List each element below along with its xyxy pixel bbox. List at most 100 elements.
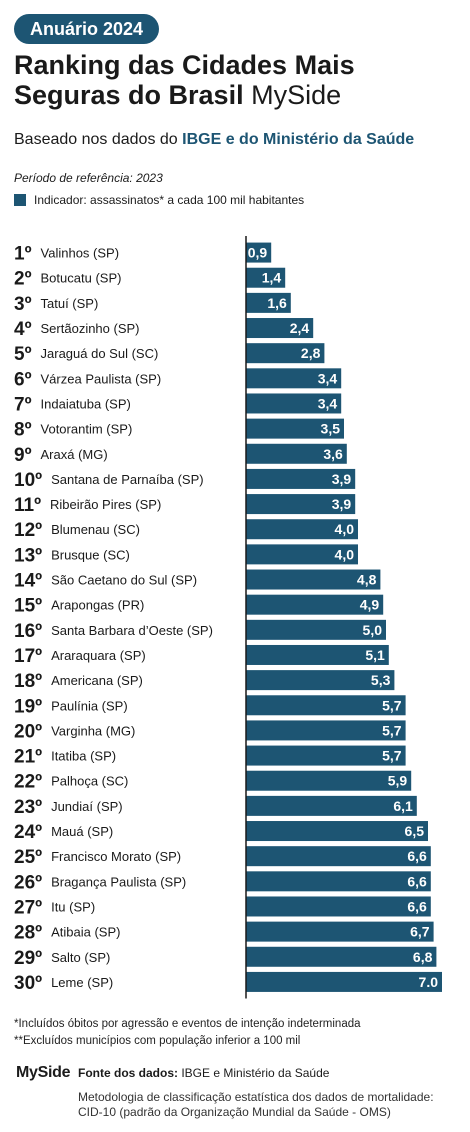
- rank-label: 11º: [14, 495, 41, 516]
- bar: [246, 519, 358, 540]
- rank-label: 28º: [14, 923, 42, 944]
- city-label: Santana de Parnaíba (SP): [51, 472, 204, 487]
- value-label: 3,4: [318, 395, 338, 411]
- ranking-bar-chart: 1º Valinhos (SP) 0,9 2º Botucatu (SP) 1,4 3º Ta…: [14, 236, 442, 999]
- bar: [246, 695, 406, 716]
- bar: [246, 770, 412, 791]
- rank-label: 27º: [14, 897, 42, 918]
- rank-label: 13º: [14, 545, 42, 566]
- rank-label: 22º: [14, 772, 42, 793]
- value-label: 3,4: [318, 370, 338, 386]
- bar: [246, 418, 344, 439]
- bar: [246, 343, 325, 364]
- value-label: 5,1: [365, 647, 385, 663]
- city-label: Arapongas (PR): [51, 598, 144, 613]
- title-line-1: Ranking das Cidades Mais: [14, 50, 355, 80]
- value-label: 4,0: [335, 521, 355, 537]
- city-label: Várzea Paulista (SP): [41, 371, 162, 386]
- value-label: 4,0: [335, 546, 355, 562]
- bar: [246, 594, 384, 615]
- rank-label: 20º: [14, 721, 42, 742]
- rank-label: 14º: [14, 571, 42, 592]
- rank-label: 2º: [14, 269, 32, 290]
- value-label: 4,8: [357, 572, 377, 588]
- bar: [246, 946, 437, 967]
- bar: [246, 318, 314, 339]
- subtitle-prefix: Baseado nos dados do: [14, 131, 183, 148]
- rank-label: 25º: [14, 847, 42, 868]
- bar: [246, 896, 431, 917]
- rank-label: 9º: [14, 445, 32, 466]
- subtitle: Baseado nos dados do IBGE e do Ministéri…: [14, 131, 414, 149]
- rank-label: 12º: [14, 520, 42, 541]
- city-label: Botucatu (SP): [41, 271, 122, 286]
- city-label: Valinhos (SP): [41, 246, 120, 261]
- footnote-1: *Incluídos óbitos por agressão e eventos…: [14, 1018, 361, 1030]
- value-label: 5,0: [363, 622, 383, 638]
- rank-label: 23º: [14, 797, 42, 818]
- value-label: 5,7: [382, 748, 402, 764]
- rank-label: 21º: [14, 747, 42, 768]
- bar: [246, 971, 442, 992]
- city-label: Santa Barbara d’Oeste (SP): [51, 623, 213, 638]
- bar: [246, 720, 406, 741]
- value-label: 5,3: [371, 672, 391, 688]
- rank-label: 18º: [14, 671, 42, 692]
- value-label: 6,8: [413, 949, 433, 965]
- value-label: 5,7: [382, 722, 402, 738]
- title-line-2: Seguras do Brasil MySide: [14, 80, 464, 110]
- city-label: Jaraguá do Sul (SC): [41, 346, 159, 361]
- value-label: 5,7: [382, 697, 402, 713]
- value-label: 6,6: [407, 898, 427, 914]
- legend-label: Indicador: assassinatos* a cada 100 mil …: [34, 193, 305, 207]
- bar: [246, 921, 434, 942]
- legend: Indicador: assassinatos* a cada 100 mil …: [14, 193, 304, 207]
- city-label: Araxá (MG): [41, 447, 108, 462]
- bar: [246, 821, 428, 842]
- value-label: 1,4: [262, 270, 282, 286]
- bar: [246, 393, 342, 414]
- value-label: 2,8: [301, 345, 321, 361]
- value-label: 3,5: [321, 421, 341, 437]
- rank-label: 5º: [14, 344, 32, 365]
- rank-label: 6º: [14, 369, 32, 390]
- value-label: 6,6: [407, 848, 427, 864]
- city-label: Votorantim (SP): [41, 422, 133, 437]
- value-label: 4,9: [360, 597, 380, 613]
- value-label: 1,6: [267, 295, 287, 311]
- rank-label: 10º: [14, 470, 42, 491]
- value-label: 6,5: [405, 823, 425, 839]
- bar: [246, 619, 386, 640]
- rank-label: 19º: [14, 696, 42, 717]
- value-label: 0,9: [248, 245, 268, 261]
- footer-logo: MySide: [16, 1064, 71, 1081]
- rank-label: 15º: [14, 596, 42, 617]
- legend-swatch: [14, 194, 26, 206]
- city-label: Palhoça (SC): [51, 774, 128, 789]
- value-label: 6,6: [407, 873, 427, 889]
- bar: [246, 242, 272, 263]
- rank-label: 24º: [14, 822, 42, 843]
- bar: [246, 795, 417, 816]
- data-source-label: Fonte dos dados:: [78, 1066, 178, 1080]
- rank-label: 17º: [14, 646, 42, 667]
- city-label: Bragança Paulista (SP): [51, 874, 186, 889]
- city-label: Itu (SP): [51, 899, 95, 914]
- rank-label: 4º: [14, 319, 32, 340]
- city-label: Araraquara (SP): [51, 648, 146, 663]
- data-source-value: IBGE e Ministério da Saúde: [178, 1066, 330, 1080]
- reference-period: Período de referência: 2023: [14, 171, 163, 185]
- rank-label: 26º: [14, 872, 42, 893]
- city-label: Americana (SP): [51, 673, 143, 688]
- value-label: 5,9: [388, 773, 408, 789]
- value-label: 3,9: [332, 471, 352, 487]
- city-label: São Caetano do Sul (SP): [51, 573, 197, 588]
- city-label: Mauá (SP): [51, 824, 113, 839]
- bar: [246, 368, 342, 389]
- footnote-2: **Excluídos municípios com população inf…: [14, 1035, 301, 1047]
- bar: [246, 494, 356, 515]
- rank-label: 8º: [14, 420, 32, 441]
- footnotes: *Incluídos óbitos por agressão e eventos…: [14, 1016, 361, 1050]
- rank-label: 16º: [14, 621, 42, 642]
- city-label: Jundiaí (SP): [51, 799, 123, 814]
